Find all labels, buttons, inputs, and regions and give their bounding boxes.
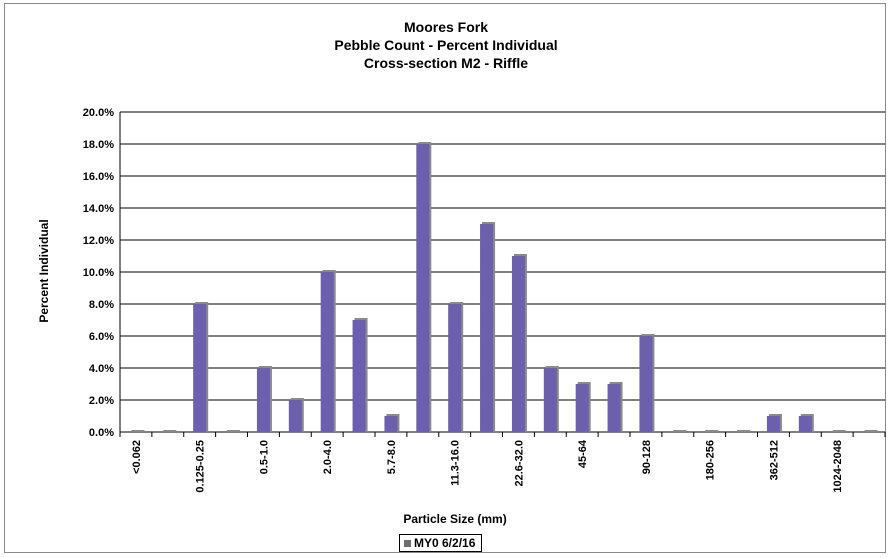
x-tick-label: 362-512	[768, 440, 780, 480]
x-tick-label: 45-64	[577, 439, 589, 468]
bar	[320, 272, 334, 432]
bar-shadow	[705, 430, 719, 432]
bar-shadow	[673, 430, 687, 432]
bar	[607, 384, 621, 432]
bar-shadow	[737, 430, 751, 432]
y-tick-label: 6.0%	[89, 331, 114, 343]
bar	[480, 224, 494, 432]
x-tick-label: <0.062	[131, 440, 143, 474]
bar	[543, 368, 557, 432]
x-tick-label: 5.7-8.0	[386, 440, 398, 474]
legend-label: MY0 6/2/16	[414, 536, 476, 550]
bar-shadow	[131, 430, 145, 432]
y-tick-label: 12.0%	[83, 235, 114, 247]
chart-subtitle: Pebble Count - Percent Individual	[334, 37, 558, 53]
bar	[575, 384, 589, 432]
chart-legend: MY0 6/2/16	[399, 534, 483, 552]
x-tick-label: 0.5-1.0	[258, 440, 270, 474]
x-axis-title: Particle Size (mm)	[403, 512, 506, 526]
y-axis-title: Percent Individual	[37, 219, 51, 322]
y-tick-label: 20.0%	[83, 107, 114, 119]
bar	[288, 400, 302, 432]
bar	[256, 368, 270, 432]
bar-shadow	[227, 430, 241, 432]
y-tick-label: 14.0%	[83, 203, 114, 215]
y-tick-label: 16.0%	[83, 171, 114, 183]
bar	[511, 256, 525, 432]
chart-title: Moores Fork	[403, 19, 488, 35]
y-tick-label: 10.0%	[83, 267, 114, 279]
bar	[352, 320, 366, 432]
bar	[416, 144, 430, 432]
y-tick-label: 18.0%	[83, 139, 114, 151]
bar	[384, 416, 398, 432]
x-tick-label: 180-256	[705, 440, 717, 480]
bar	[766, 416, 780, 432]
legend-swatch	[404, 539, 411, 547]
bar	[448, 304, 462, 432]
y-tick-label: 2.0%	[89, 395, 114, 407]
x-tick-label: 1024-2048	[832, 440, 844, 493]
bar-shadow	[864, 430, 878, 432]
x-tick-label: 0.125-0.25	[195, 440, 207, 493]
x-tick-label: 11.3-16.0	[450, 440, 462, 486]
y-tick-label: 0.0%	[89, 427, 114, 439]
bar	[798, 416, 812, 432]
bar	[193, 304, 207, 432]
x-tick-label: 90-128	[641, 440, 653, 474]
bar	[639, 336, 653, 432]
y-tick-label: 8.0%	[89, 299, 114, 311]
x-tick-label: 2.0-4.0	[322, 440, 334, 474]
chart-subtitle-2: Cross-section M2 - Riffle	[363, 55, 529, 71]
x-tick-label: 22.6-32.0	[513, 440, 525, 486]
bar-shadow	[163, 430, 177, 432]
bar-shadow	[832, 430, 846, 432]
chart-frame	[4, 3, 886, 553]
y-tick-label: 4.0%	[89, 363, 114, 375]
